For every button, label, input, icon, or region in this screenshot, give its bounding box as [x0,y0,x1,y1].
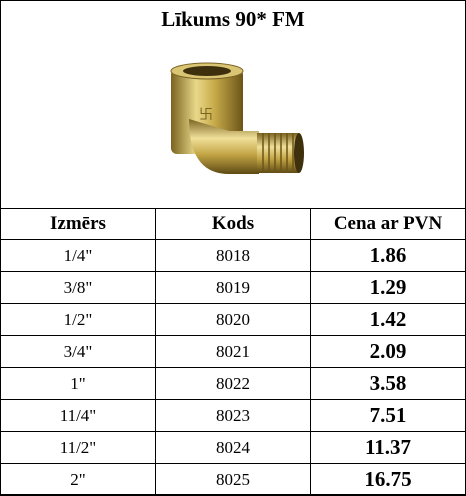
table-row: 3/8" 8019 1.29 [0,271,466,304]
table-cell: 11/4" [0,399,156,432]
svg-text:卐: 卐 [199,107,213,123]
table-cell: 8020 [155,303,311,336]
price-cell: 3.58 [310,367,466,400]
price-cell: 11.37 [310,431,466,464]
column-header: Kods [155,208,311,240]
table-cell: 1/2" [0,303,156,336]
table-cell: 11/2" [0,431,156,464]
table-body: 1/4" 8018 1.86 3/8" 8019 1.29 1/2" 8020 1.42 3/4"… [0,239,466,496]
price-cell: 1.42 [310,303,466,336]
table-row: 2" 8025 16.75 [0,463,466,496]
price-table: Izmērs Kods Cena ar PVN 1/4" 8018 1.86 3/8" 80… [0,208,466,496]
product-image: 卐 [170,62,304,174]
table-cell: 8024 [155,431,311,464]
table-row: 3/4" 8021 2.09 [0,335,466,368]
table-cell: 8021 [155,335,311,368]
column-header: Cena ar PVN [310,208,466,240]
price-cell: 1.29 [310,271,466,304]
column-header: Izmērs [0,208,156,240]
price-cell: 1.86 [310,239,466,272]
table-cell: 2" [0,463,156,496]
header-row: Izmērs Kods Cena ar PVN [0,208,466,240]
table-row: 1" 8022 3.58 [0,367,466,400]
price-cell: 7.51 [310,399,466,432]
table-row: 1/4" 8018 1.86 [0,239,466,272]
table-row: 1/2" 8020 1.42 [0,303,466,336]
table-cell: 8018 [155,239,311,272]
price-cell: 2.09 [310,335,466,368]
table-cell: 8019 [155,271,311,304]
table-cell: 3/8" [0,271,156,304]
table-cell: 8022 [155,367,311,400]
table-row: 11/4" 8023 7.51 [0,399,466,432]
table-cell: 8025 [155,463,311,496]
table-row: 11/2" 8024 11.37 [0,431,466,464]
table-cell: 1/4" [0,239,156,272]
table-cell: 8023 [155,399,311,432]
title: Līkums 90* FM [161,7,305,31]
price-cell: 16.75 [310,463,466,496]
table-cell: 3/4" [0,335,156,368]
table-cell: 1" [0,367,156,400]
